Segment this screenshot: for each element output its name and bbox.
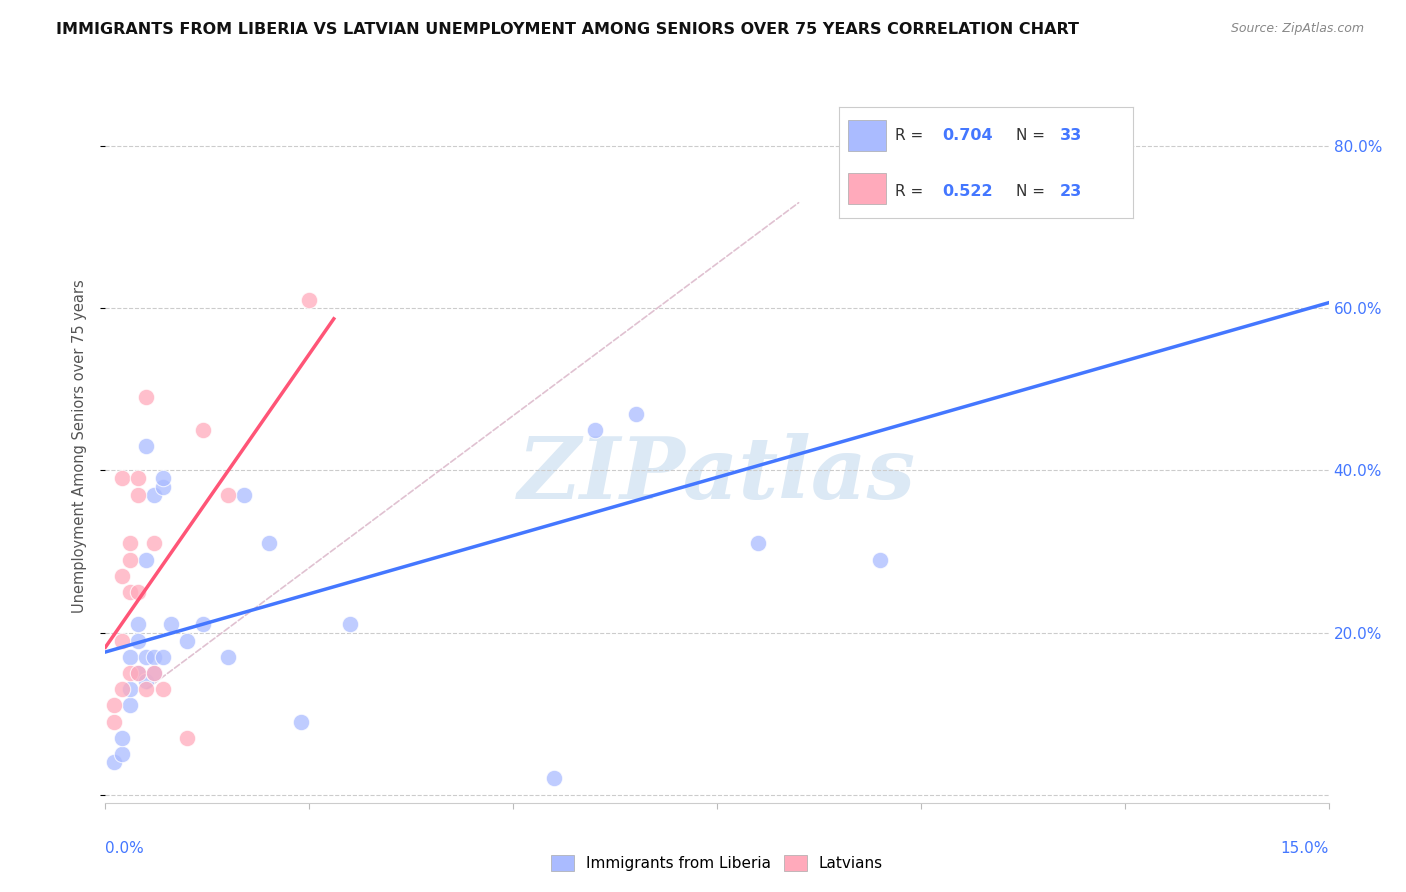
Point [298, 293, 321, 307]
Point [869, 552, 891, 566]
Point [257, 536, 280, 550]
Point [624, 407, 647, 421]
Point [111, 633, 134, 648]
Point [1114, 187, 1136, 202]
Point [152, 682, 174, 697]
Point [111, 731, 134, 745]
Point [339, 617, 361, 632]
Legend: Immigrants from Liberia, Latvians: Immigrants from Liberia, Latvians [546, 849, 889, 877]
Point [583, 423, 606, 437]
Point [193, 617, 215, 632]
Point [118, 666, 141, 681]
Point [127, 633, 149, 648]
Point [118, 698, 141, 713]
Point [135, 390, 157, 404]
Point [543, 772, 565, 786]
Text: ZIPatlas: ZIPatlas [517, 433, 917, 516]
Text: 15.0%: 15.0% [1281, 841, 1329, 855]
Point [127, 585, 149, 599]
Point [233, 488, 256, 502]
Point [152, 471, 174, 485]
Point [118, 585, 141, 599]
Point [135, 649, 157, 664]
Point [135, 439, 157, 453]
Point [135, 552, 157, 566]
Point [111, 568, 134, 582]
Text: Source: ZipAtlas.com: Source: ZipAtlas.com [1230, 22, 1364, 36]
Y-axis label: Unemployment Among Seniors over 75 years: Unemployment Among Seniors over 75 years [72, 279, 87, 613]
Point [176, 633, 198, 648]
Point [143, 536, 166, 550]
Point [127, 666, 149, 681]
Point [111, 747, 134, 761]
Point [111, 682, 134, 697]
Text: 0.0%: 0.0% [105, 841, 145, 855]
Point [118, 536, 141, 550]
Point [111, 471, 134, 485]
Point [118, 682, 141, 697]
Point [152, 479, 174, 493]
Point [127, 617, 149, 632]
Point [135, 674, 157, 689]
Point [290, 714, 312, 729]
Point [143, 488, 166, 502]
Point [143, 649, 166, 664]
Point [118, 649, 141, 664]
Point [103, 698, 125, 713]
Point [152, 649, 174, 664]
Point [217, 488, 239, 502]
Point [193, 423, 215, 437]
Point [127, 471, 149, 485]
Point [747, 536, 769, 550]
Point [143, 666, 166, 681]
Text: IMMIGRANTS FROM LIBERIA VS LATVIAN UNEMPLOYMENT AMONG SENIORS OVER 75 YEARS CORR: IMMIGRANTS FROM LIBERIA VS LATVIAN UNEMP… [56, 22, 1080, 37]
Point [118, 552, 141, 566]
Point [159, 617, 181, 632]
Point [143, 666, 166, 681]
Point [135, 682, 157, 697]
Point [103, 756, 125, 770]
Point [176, 731, 198, 745]
Point [127, 488, 149, 502]
Point [127, 666, 149, 681]
Point [103, 714, 125, 729]
Point [217, 649, 239, 664]
